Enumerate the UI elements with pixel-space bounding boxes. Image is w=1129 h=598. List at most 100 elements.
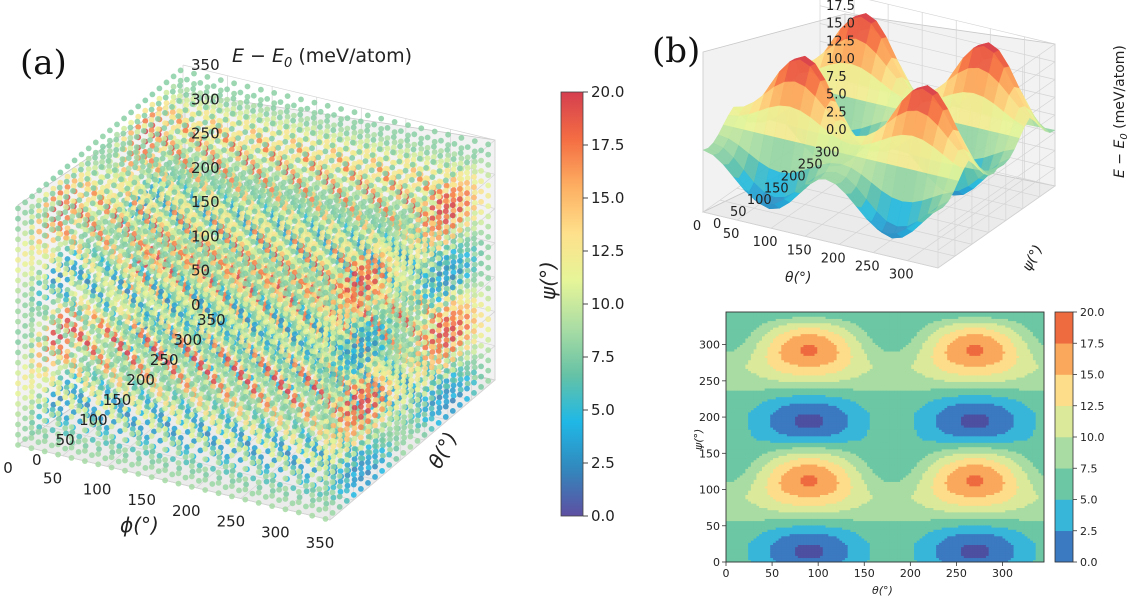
panel-a-scatter-point (176, 149, 183, 156)
panel-a-scatter-point (369, 152, 376, 159)
panel-a-scatter-point (29, 203, 35, 210)
panel-a-scatter-point (251, 229, 258, 235)
panel-a-scatter-point (100, 133, 106, 140)
panel-a-scatter-point (75, 449, 82, 455)
panel-a-scatter-point (68, 331, 75, 338)
panel-a-scatter-point (76, 310, 83, 317)
panel-a-scatter-point (196, 95, 203, 101)
panel-a-scatter-point (96, 194, 103, 201)
panel-a-scatter-point (464, 195, 471, 202)
panel-a-scatter-point (135, 275, 142, 282)
panel-a-scatter-point (464, 247, 471, 253)
panel-a-scatter-point (169, 255, 176, 262)
panel-a-scatter-point (15, 298, 21, 304)
panel-a-scatter-point (75, 212, 82, 219)
panel-a-scatter-point (109, 377, 116, 384)
panel-a-scatter-point (404, 137, 411, 144)
panel-a-scatter-point (151, 176, 158, 183)
panel-a-scatter-point (55, 287, 61, 293)
panel-a-scatter-point (216, 117, 223, 124)
panel-a-scatter-point (177, 224, 183, 230)
panel-a-scatter-point (310, 125, 317, 131)
panel-a-scatter-point (485, 192, 492, 199)
panel-a-scatter-point (108, 310, 115, 317)
panel-a-scatter-point (259, 197, 266, 204)
panel-a-scatter-point (257, 102, 263, 108)
panel-a-scatter-point (248, 138, 255, 145)
panel-a-scatter-point (251, 218, 258, 225)
panel-a-scatter-point (122, 360, 129, 366)
panel-a-scatter-point (155, 272, 162, 279)
panel-a-scatter-point (28, 311, 35, 318)
panel-a-scatter-point (324, 123, 331, 130)
panel-a-scatter-point (302, 156, 309, 163)
panel-a-title: E − E0 (meV/atom) (232, 45, 412, 71)
panel-a-scatter-point (129, 276, 135, 283)
panel-a-scatter-point (49, 221, 56, 228)
panel-a-scatter-point (115, 294, 122, 300)
panel-a-scatter-point (210, 98, 216, 105)
panel-a-scatter-point (254, 183, 260, 190)
panel-a-scatter-point (144, 182, 151, 189)
panel-a-scatter-point (48, 380, 55, 387)
panel-a-scatter-point (89, 225, 95, 232)
panel-a-scatter-point (237, 99, 244, 106)
panel-a-scatter-point (122, 251, 128, 258)
panel-a-scatter-point (136, 404, 143, 411)
panel-a-scatter-point (363, 143, 370, 149)
panel-a-scatter-point (163, 220, 170, 227)
panel-a-scatter-point (342, 161, 348, 167)
panel-a-scatter-point (250, 118, 256, 125)
panel-a-scatter-point (350, 124, 357, 131)
panel-a-scatter-point (82, 283, 88, 290)
panel-a-scatter-point (96, 271, 102, 278)
panel-a-scatter-point (89, 354, 96, 361)
panel-a-scatter-point (55, 235, 61, 242)
panel-a-scatter-point (109, 223, 116, 229)
panel-a-scatter-point (123, 211, 130, 217)
panel-a-scatter-point (95, 317, 102, 324)
panel-a-scatter-point (243, 124, 249, 131)
panel-a-scatter-point (237, 110, 244, 116)
panel-a-scatter-point (89, 236, 95, 243)
panel-a-scatter-point (262, 141, 268, 148)
panel-a-scatter-point (128, 109, 135, 116)
panel-a-scatter-point (111, 167, 118, 174)
panel-a-scatter-point (143, 316, 150, 322)
panel-a-scatter-point (343, 145, 349, 152)
panel-a-scatter-point (169, 114, 175, 120)
panel-a-scatter-point (109, 346, 116, 353)
panel-a-scatter-point (288, 158, 295, 165)
panel-a-scatter-point (36, 352, 43, 358)
panel-a-scatter-point (129, 240, 136, 247)
panel-a-scatter-point (155, 116, 161, 122)
panel-a-scatter-point (184, 87, 190, 93)
panel-a-scatter-point (217, 77, 224, 83)
panel-a-scatter-point (431, 143, 437, 150)
panel-a-scatter-point (464, 185, 471, 192)
panel-a-scatter-point (36, 269, 43, 276)
panel-a-scatter-point (41, 212, 48, 218)
panel-a-scatter-point (241, 165, 248, 171)
panel-a-scatter-point (135, 285, 142, 292)
panel-a-scatter-point (108, 330, 115, 337)
panel-a-scatter-point (250, 108, 256, 114)
panel-a-scatter-point (191, 81, 197, 87)
panel-a-scatter-point (135, 327, 142, 333)
panel-a-gridline (329, 379, 496, 521)
panel-a-scatter-point (210, 134, 217, 141)
panel-a-scatter-point (445, 152, 451, 159)
panel-a-scatter-point (89, 323, 96, 330)
panel-a-scatter-point (138, 183, 145, 190)
panel-a-scatter-point (202, 114, 209, 121)
panel-a-scatter-point (418, 125, 425, 132)
panel-a-scatter-point (22, 251, 28, 257)
panel-a-scatter-point (15, 370, 21, 376)
panel-a-scatter-point (28, 404, 35, 410)
panel-a-scatter-point (283, 118, 290, 125)
panel-a-scatter-point (15, 442, 21, 448)
panel-a-scatter-point (15, 349, 21, 356)
panel-a-scatter-point (55, 215, 61, 222)
panel-a-scatter-point (223, 101, 230, 108)
panel-a-scatter-point (204, 125, 211, 132)
